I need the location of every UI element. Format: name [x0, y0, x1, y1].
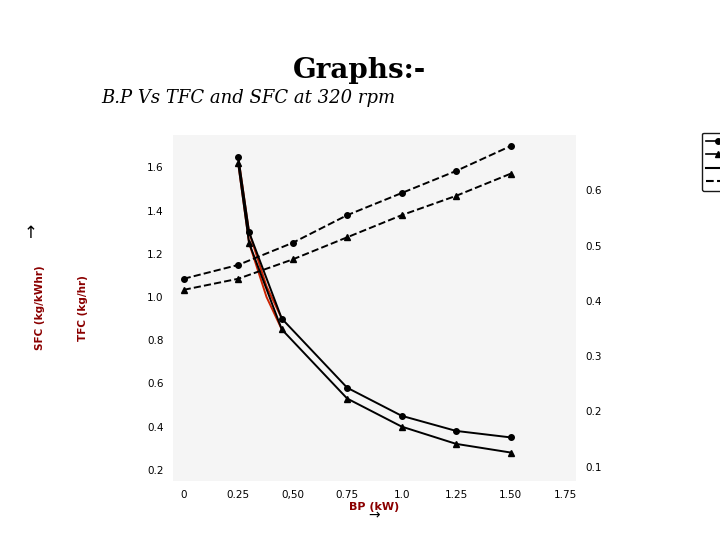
Text: Graphs:-: Graphs:-: [293, 57, 427, 84]
Text: →: →: [369, 508, 380, 522]
Text: ↑: ↑: [23, 224, 37, 241]
Text: SFC (kg/kWhr): SFC (kg/kWhr): [35, 266, 45, 350]
Text: B.P Vs TFC and SFC at 320 rpm: B.P Vs TFC and SFC at 320 rpm: [101, 89, 395, 107]
Legend: ● — 6 Stroke, ▲ — 4 Stroke, SFC (kg/kWhr), TFC (kg/hr): ● — 6 Stroke, ▲ — 4 Stroke, SFC (kg/kWhr…: [702, 133, 720, 191]
X-axis label: BP (kW): BP (kW): [349, 502, 400, 512]
Text: TFC (kg/hr): TFC (kg/hr): [78, 275, 88, 341]
